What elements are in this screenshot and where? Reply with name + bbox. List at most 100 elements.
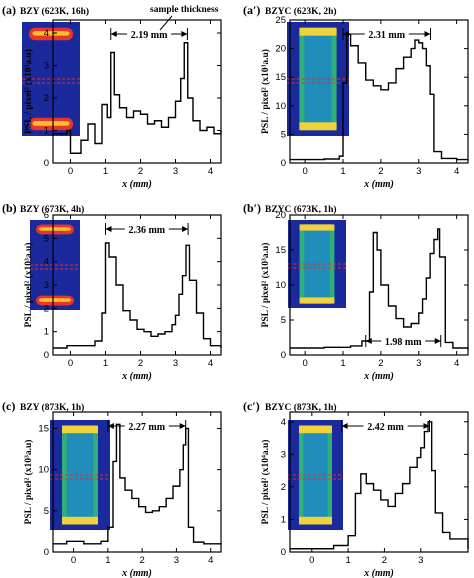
- y-tick-label: 2: [44, 303, 49, 314]
- panel-4: 0 1 2 3 4 0 5 10 15 20 1.98 mm (b′) BZYC (673K, 1h) x…: [243, 201, 469, 382]
- y-tick-label: 6: [44, 210, 49, 221]
- detector-image-inset: [22, 22, 80, 136]
- x-tick-label: 1: [345, 555, 350, 566]
- x-axis-label: x (mm): [363, 371, 394, 382]
- y-tick-label: 0: [281, 158, 286, 169]
- y-tick-label: 0: [44, 547, 49, 558]
- y-tick-label: 5: [281, 129, 286, 140]
- plot-frame: [289, 19, 469, 164]
- x-tick-label: 0: [303, 358, 308, 369]
- y-tick-label: 5: [281, 315, 286, 326]
- y-tick-label: 4: [281, 417, 286, 428]
- x-axis-label: x (mm): [363, 179, 394, 190]
- y-axis-label: PSL / pixel² (x10³a.u): [260, 49, 271, 134]
- x-tick-label: 2: [138, 358, 143, 369]
- detector-image-inset: [288, 220, 346, 308]
- y-tick-label: 2: [44, 93, 49, 104]
- x-tick-label: 0: [303, 166, 308, 177]
- psl-profile-line: [53, 242, 222, 349]
- y-tick-label: 4: [44, 257, 49, 268]
- x-tick-label: 2: [378, 358, 383, 369]
- y-tick-label: 5: [44, 233, 49, 244]
- psl-profile-line: [290, 33, 469, 161]
- x-axis-label: x (mm): [363, 568, 394, 578]
- thickness-label: 2.36 mm: [128, 225, 165, 236]
- y-axis-label: PSL / pixel² (x10³a.u): [260, 243, 271, 328]
- thickness-arrow: 2.36 mm: [105, 222, 189, 236]
- y-tick-label: 4: [44, 28, 49, 39]
- panel-title: BZY (873K, 1h): [20, 402, 84, 413]
- x-tick-label: 3: [174, 555, 179, 566]
- y-axis-label: PSL / pixel² (x10³a.u): [23, 440, 34, 525]
- panel-label: (b): [2, 201, 17, 215]
- x-tick-label: 3: [416, 358, 421, 369]
- x-axis-label: x (mm): [121, 179, 152, 190]
- x-tick-label: 0: [68, 166, 73, 177]
- x-axis-label: x (mm): [121, 568, 152, 578]
- y-axis-label: PSL / pixel² (x10³a.u): [23, 49, 34, 134]
- psl-profile-line: [53, 42, 222, 154]
- x-tick-label: 0: [71, 555, 76, 566]
- y-tick-label: 0: [44, 158, 49, 169]
- y-tick-label: 5: [44, 506, 49, 517]
- panel-title: BZY (673K, 4h): [20, 204, 84, 215]
- y-tick-label: 0: [44, 350, 49, 361]
- y-tick-label: 15: [275, 72, 286, 83]
- x-tick-label: 4: [454, 358, 459, 369]
- plot-frame: [52, 19, 222, 164]
- panel-label: (a′): [243, 3, 260, 17]
- detector-image-inset: [50, 420, 110, 530]
- panel-label: (b′): [243, 201, 261, 215]
- x-tick-label: 2: [382, 555, 387, 566]
- panel-title: BZYC (873K, 1h): [265, 402, 337, 413]
- x-tick-label: 2: [378, 166, 383, 177]
- panel-label: (c): [2, 399, 15, 413]
- panel-title: BZYC (623K, 2h): [265, 6, 337, 17]
- x-tick-label: 4: [208, 555, 213, 566]
- psl-profile-line: [53, 423, 222, 545]
- y-tick-label: 10: [275, 280, 286, 291]
- panel-5: 0 1 2 3 4 0 5 10 15 2.27 mm (c) BZY (873K, 1h) x (mm…: [2, 399, 222, 578]
- y-tick-label: 10: [38, 465, 49, 476]
- y-tick-label: 10: [275, 101, 286, 112]
- detector-image-inset: [287, 22, 349, 136]
- x-tick-label: 0: [309, 555, 314, 566]
- x-tick-label: 2: [139, 555, 144, 566]
- panel-6: 0 1 2 3 0 1 2 3 4 2.42 mm (c′) BZYC (873K, 1h) x (mm…: [243, 399, 469, 578]
- y-tick-label: 20: [275, 44, 286, 55]
- note-pointer: [159, 15, 173, 31]
- thickness-label: 2.19 mm: [131, 30, 168, 41]
- plot-frame: [289, 411, 469, 553]
- panel-2: 0 1 2 3 4 0 5 10 15 20 25 2.31 mm (a′) BZYC (623K, 2h…: [243, 3, 469, 190]
- x-tick-label: 2: [138, 166, 143, 177]
- thickness-arrow: 2.27 mm: [107, 419, 187, 433]
- thickness-arrow: 2.19 mm: [110, 27, 188, 41]
- x-tick-label: 3: [418, 555, 423, 566]
- y-tick-label: 1: [44, 126, 49, 137]
- plot-frame: [52, 411, 222, 553]
- thickness-label: 2.27 mm: [128, 422, 165, 433]
- thickness-label: 2.31 mm: [368, 30, 405, 41]
- y-tick-label: 15: [38, 423, 49, 434]
- panel-title: BZY (623K, 16h): [20, 6, 89, 17]
- y-tick-label: 20: [275, 210, 286, 221]
- y-tick-label: 15: [275, 245, 286, 256]
- thickness-arrow: 2.42 mm: [341, 419, 430, 433]
- x-tick-label: 4: [208, 358, 213, 369]
- x-tick-label: 4: [208, 166, 213, 177]
- panel-1: 0 1 2 3 4 0 1 2 3 4 2.19 mm (a) BZY (623K, 16h) x (mm…: [2, 3, 222, 190]
- thickness-label: 2.42 mm: [367, 422, 404, 433]
- y-axis-label: PSL / pixel² (x10⁴a.u): [260, 440, 271, 525]
- x-tick-label: 1: [105, 555, 110, 566]
- panel-title: BZYC (673K, 1h): [265, 204, 337, 215]
- y-tick-label: 25: [275, 15, 286, 26]
- y-axis-label: PSL / pixel² (x10³a.u): [23, 243, 34, 328]
- x-tick-label: 0: [68, 358, 73, 369]
- x-tick-label: 1: [340, 166, 345, 177]
- y-tick-label: 3: [44, 61, 49, 72]
- panel-label: (c′): [243, 399, 260, 413]
- thickness-label: 1.98 mm: [385, 337, 422, 348]
- x-tick-label: 3: [173, 166, 178, 177]
- x-axis-label: x (mm): [121, 371, 152, 382]
